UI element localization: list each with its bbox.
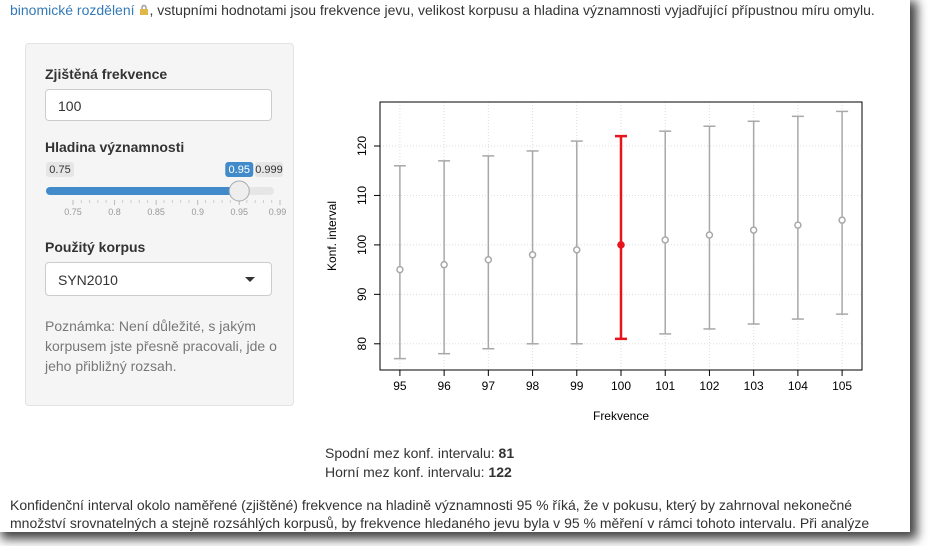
point <box>617 241 625 249</box>
point <box>749 226 758 234</box>
result-upper: Horní mez konf. intervalu: 122 <box>325 463 512 481</box>
result-lower: Spodní mez konf. intervalu: 81 <box>325 444 514 462</box>
slider-tick-label: 0.999 <box>269 207 286 217</box>
x-tick-label: 101 <box>655 379 675 393</box>
y-axis-label: Konf. interval <box>325 201 339 271</box>
link[interactable]: binomické rozdělení <box>10 2 135 18</box>
intro-text: , vstupními hodnotami jsou frekvence jev… <box>149 2 875 18</box>
dropdown-arrow <box>245 277 255 282</box>
select-value: SYN2010 <box>58 272 118 288</box>
chart: Konf. interval Frekvence 80 90 100 110 120 95… <box>325 101 863 423</box>
input-label: Hladina významnosti <box>45 139 185 155</box>
x-tick-label: 99 <box>570 379 584 393</box>
y-tick-label: 110 <box>355 186 369 205</box>
x-tick-label: 100 <box>611 379 631 393</box>
result-value: 81 <box>498 445 515 461</box>
x-axis-label: Frekvence <box>593 409 649 423</box>
result-label: Horní mez konf. intervalu: <box>325 464 485 480</box>
slider-tick-label: 0.8 <box>108 207 121 217</box>
slider-badge-label: 0.95 <box>229 164 250 176</box>
slider-badge <box>255 162 283 177</box>
result-label: Spodní mez konf. intervalu: <box>325 445 495 461</box>
x-tick-label: 105 <box>832 379 852 393</box>
slider-badge <box>225 162 254 177</box>
intro: které udávají, v jakém rozmezí se skuteč… <box>10 0 900 19</box>
slider-handle <box>228 180 250 202</box>
slider-badge <box>46 162 74 177</box>
y-tick-label: 90 <box>355 287 369 301</box>
slider-tick-label: 0.75 <box>64 207 82 217</box>
point <box>484 255 493 264</box>
frequency-input[interactable]: 100 <box>45 89 272 121</box>
x-tick-label: 95 <box>393 379 407 393</box>
slider-tick-label: 0.9 <box>191 207 204 217</box>
outro: Konfidenční interval okolo naměřené (zji… <box>10 497 870 531</box>
point <box>661 236 669 244</box>
slider-badge-label: 0.75 <box>49 164 70 176</box>
point <box>573 246 581 254</box>
note: Poznámka: Není důležité, s jakým korpuse… <box>45 318 277 374</box>
point <box>396 265 404 274</box>
x-tick-label: 96 <box>437 379 451 393</box>
slider-tick-label: 0.95 <box>230 207 248 217</box>
y-tick-label: 120 <box>355 136 369 156</box>
point <box>838 216 846 224</box>
y-tick-label: 80 <box>355 337 369 351</box>
point <box>794 221 802 229</box>
slider[interactable]: 0.75 0.999 0.95 0.75 0.8 0.85 0.9 0.95 0.999 <box>36 159 286 219</box>
slider-badge-label: 0.999 <box>255 164 283 176</box>
plot-frame <box>379 101 863 371</box>
lock-icon <box>139 4 148 15</box>
x-tick-label: 98 <box>526 379 540 393</box>
point <box>705 231 714 239</box>
input-label: Zjištěná frekvence <box>45 66 168 82</box>
slider-fill <box>46 187 240 195</box>
slider-tick-label: 0.85 <box>147 207 165 217</box>
x-tick-label: 97 <box>482 379 496 393</box>
x-tick-label: 102 <box>699 379 719 393</box>
app-window: které udávají, v jakém rozmezí se skuteč… <box>10 0 900 531</box>
corpus-select[interactable]: SYN2010 <box>45 262 272 296</box>
y-tick-label: 100 <box>355 235 369 255</box>
x-tick-label: 104 <box>788 379 808 393</box>
point <box>440 260 448 269</box>
point <box>528 251 537 259</box>
sidebar-panel: Zjištěná frekvence 100 Hladina významnos… <box>25 43 294 406</box>
input-label: Použitý korpus <box>45 239 146 255</box>
result-value: 122 <box>488 464 512 480</box>
x-tick-label: 103 <box>744 379 764 393</box>
